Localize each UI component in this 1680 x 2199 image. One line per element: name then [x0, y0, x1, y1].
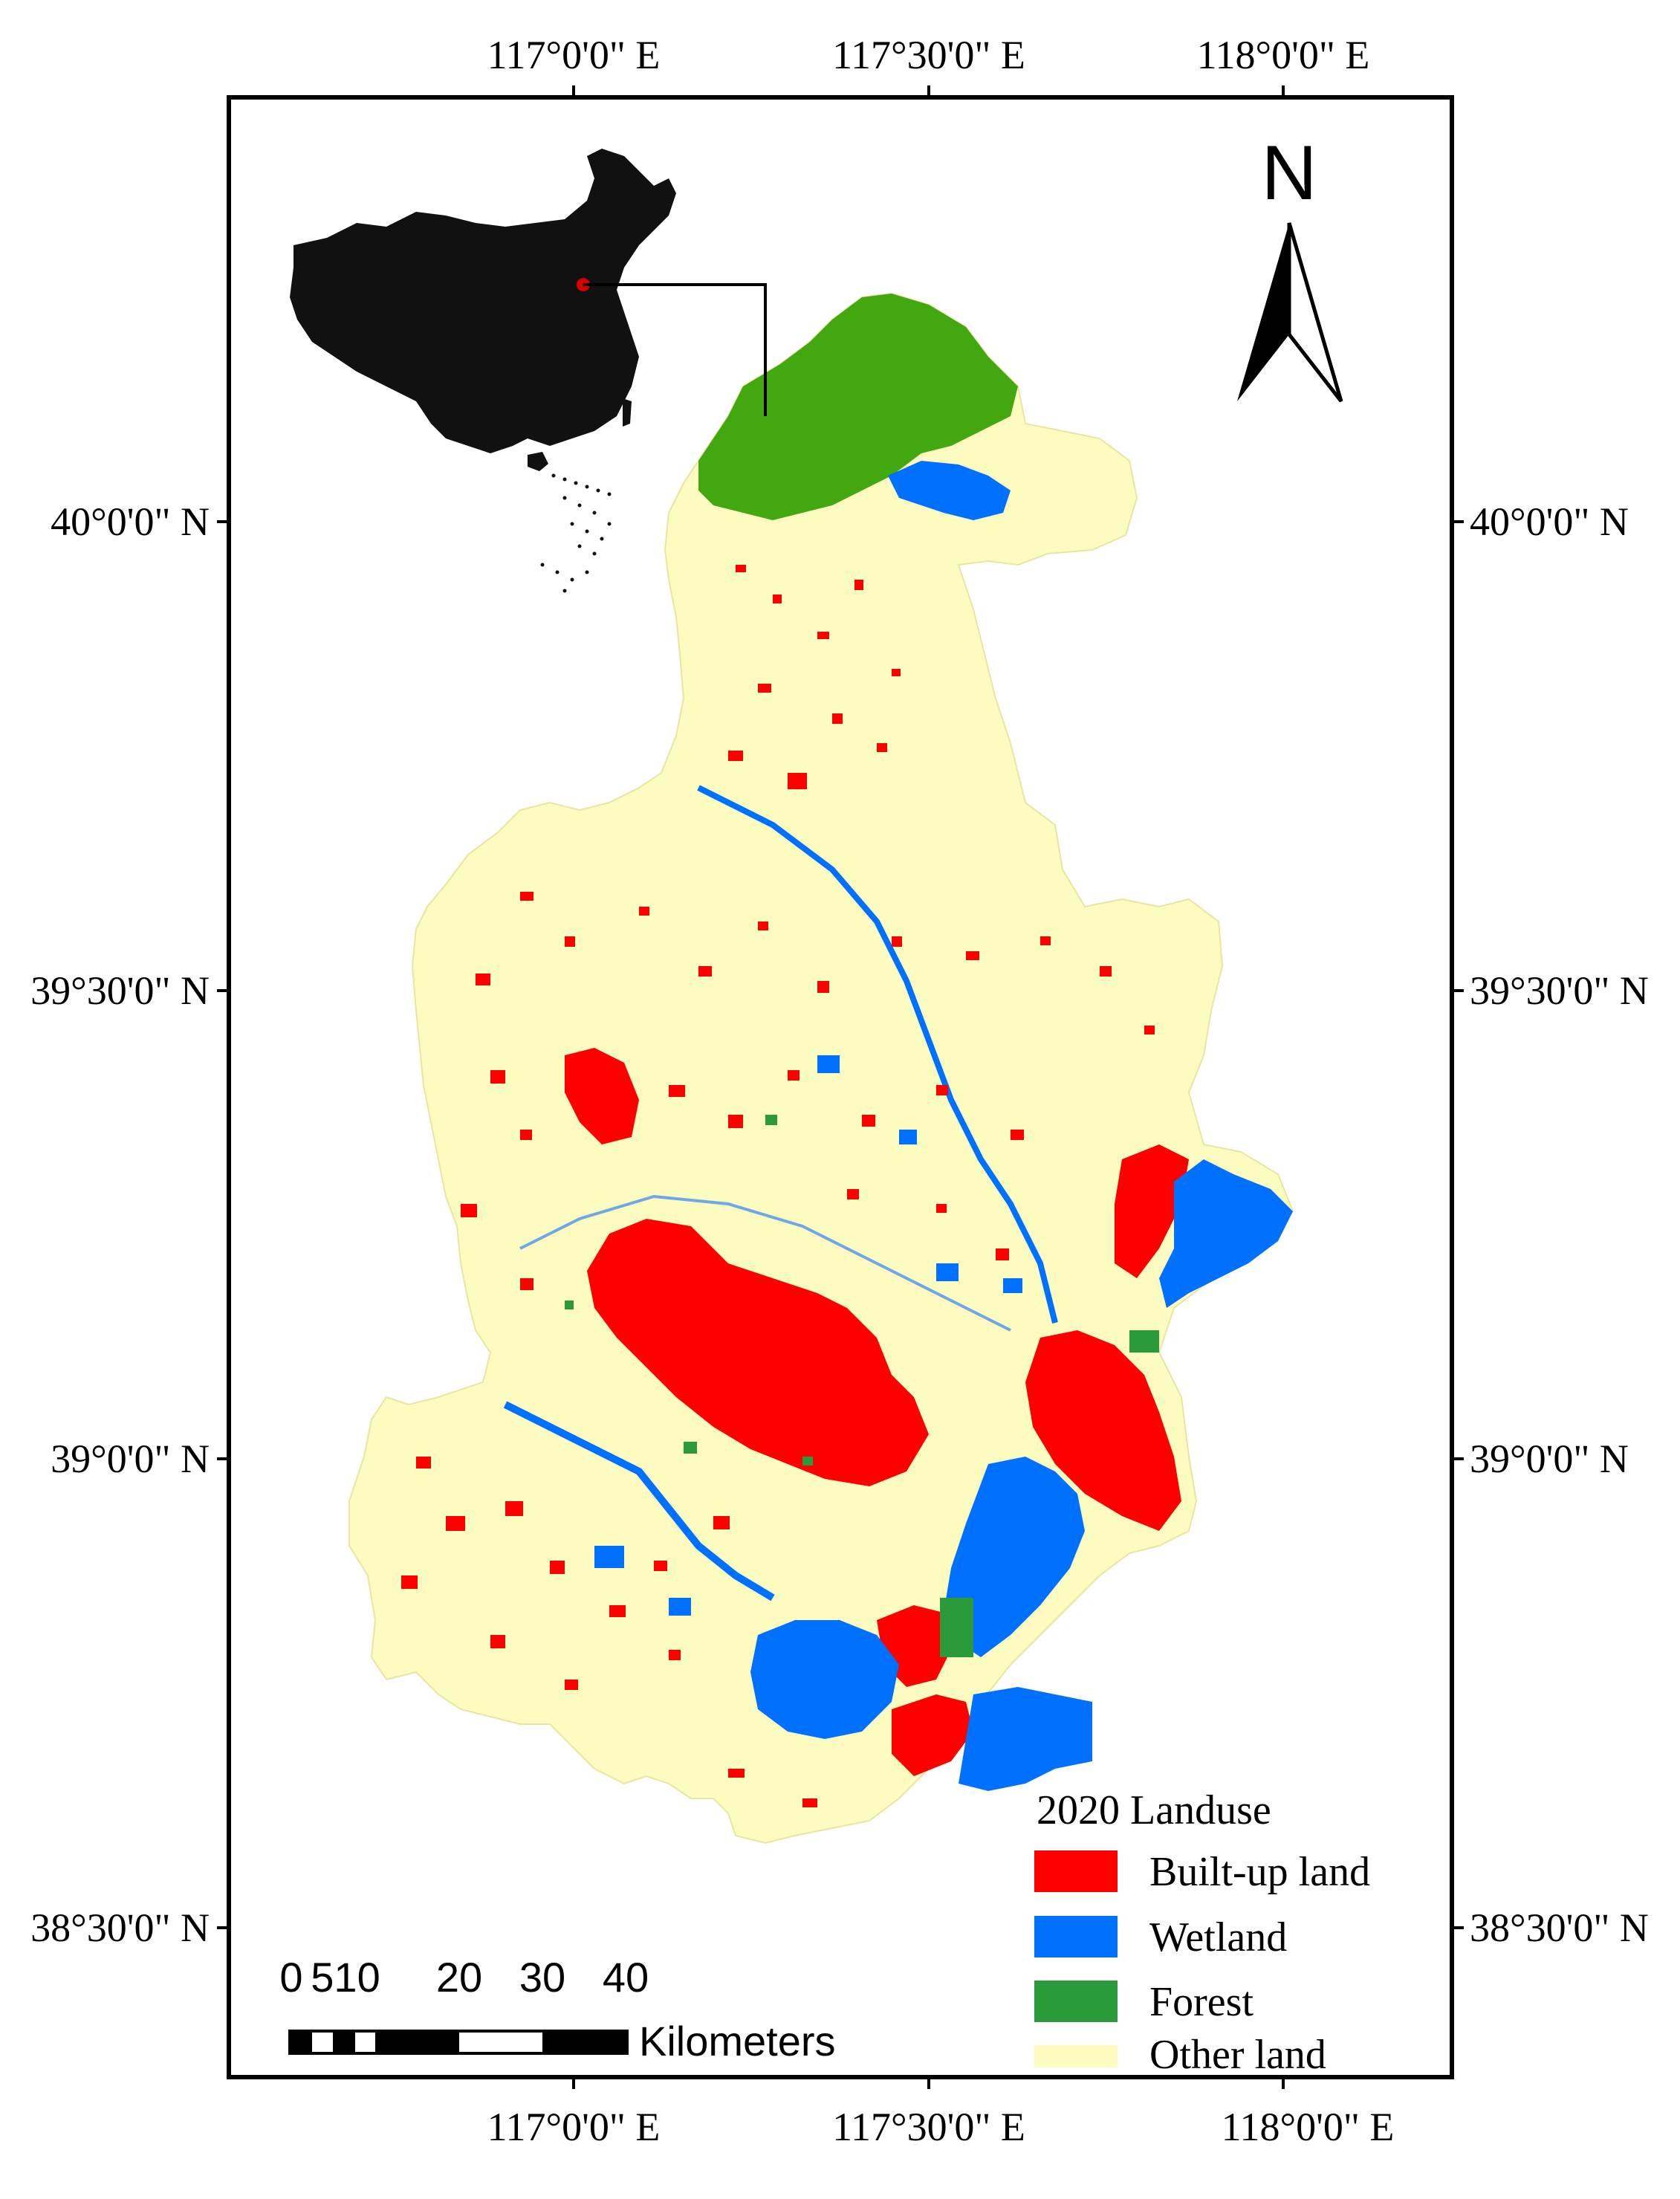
northern-forest-region: [698, 294, 1018, 520]
left-lat-axis: 40°0'0" N 39°30'0" N 39°0'0" N 38°30'0" …: [30, 499, 229, 1950]
legend-swatch-built-up: [1034, 1850, 1118, 1892]
river-central: [519, 1194, 1011, 1332]
scale-tick-40: 40: [603, 1954, 649, 2001]
scale-unit-label: Kilometers: [639, 2018, 836, 2064]
hangu-urban-area: [1115, 1144, 1189, 1278]
study-area-map: [348, 292, 1294, 1845]
scale-tick-5-10: 510: [311, 1954, 380, 2001]
right-lat-label-4: 38°30'0" N: [1470, 1905, 1649, 1950]
right-lat-axis: 40°0'0" N 39°30'0" N 39°0'0" N 38°30'0" …: [1452, 499, 1649, 1950]
scale-bar: 0 510 20 30 40 Kilometers: [279, 1954, 835, 2064]
right-lat-label-1: 40°0'0" N: [1470, 499, 1629, 544]
scattered-wetland-patches: [594, 1055, 1022, 1616]
scale-seg-3: [375, 2031, 459, 2053]
left-lat-label-3: 39°0'0" N: [51, 1437, 210, 1481]
southeast-coastal-wetland: [944, 1457, 1085, 1657]
south-port-wetland: [959, 1687, 1092, 1791]
left-lat-label-4: 38°30'0" N: [30, 1905, 210, 1950]
northeast-coastal-wetland: [1159, 1159, 1293, 1308]
bottom-lon-label-2: 117°30'0" E: [832, 2105, 1025, 2149]
south-china-sea-islands: [540, 473, 612, 593]
locator-leader-line: [583, 283, 767, 416]
coastal-forest-patch-2: [1129, 1330, 1159, 1353]
scale-seg-2: [333, 2031, 355, 2053]
legend-label-built-up: Built-up land: [1149, 1849, 1370, 1895]
right-lat-label-2: 39°30'0" N: [1470, 968, 1649, 1013]
top-lon-label-1: 117°0'0" E: [487, 33, 661, 77]
legend-swatch-forest: [1034, 1981, 1118, 2022]
top-lon-label-3: 118°0'0" E: [1197, 33, 1370, 77]
scattered-built-up-patches: [401, 565, 1155, 1807]
north-arrow-left-half: [1237, 223, 1289, 401]
legend-label-forest: Forest: [1149, 1979, 1253, 2025]
legend-label-other: Other land: [1149, 2032, 1326, 2078]
north-arrow-right-half: [1287, 222, 1343, 403]
china-silhouette: [290, 149, 676, 453]
left-lat-label-2: 39°30'0" N: [30, 968, 210, 1013]
river-north: [697, 785, 1058, 1324]
taiwan-island: [623, 398, 632, 427]
left-lat-label-1: 40°0'0" N: [51, 499, 210, 544]
bottom-lon-label-3: 118°0'0" E: [1222, 2105, 1395, 2149]
top-lon-axis: 117°0'0" E 117°30'0" E 118°0'0" E: [487, 33, 1370, 97]
coastal-forest-patch-1: [940, 1598, 973, 1657]
right-lat-label-3: 39°0'0" N: [1470, 1437, 1629, 1481]
binhai-urban-area: [1025, 1330, 1181, 1531]
river-south: [503, 1401, 775, 1602]
wuqing-urban-area: [565, 1048, 639, 1144]
scattered-forest-patches: [565, 1115, 813, 1466]
scale-seg-4: [542, 2031, 627, 2053]
north-arrow: N: [1237, 130, 1343, 403]
south-port-urban-area: [892, 1694, 973, 1776]
legend-swatch-other: [1034, 2045, 1118, 2067]
south-reservoir-wetland: [750, 1620, 899, 1739]
legend-swatch-wetland: [1034, 1916, 1118, 1957]
top-lon-label-2: 117°30'0" E: [832, 33, 1025, 77]
yuqiao-reservoir: [888, 461, 1011, 520]
north-label: N: [1261, 130, 1317, 216]
legend-label-wetland: Wetland: [1149, 1914, 1287, 1960]
central-urban-area: [587, 1219, 929, 1486]
china-locator-inset: [290, 149, 767, 593]
legend: 2020 Landuse Built-up land Wetland Fores…: [1034, 1787, 1370, 2078]
scale-seg-1: [290, 2031, 312, 2053]
bottom-lon-label-1: 117°0'0" E: [487, 2105, 661, 2149]
scale-tick-30: 30: [519, 1954, 565, 2001]
bottom-lon-axis: 117°0'0" E 117°30'0" E 118°0'0" E: [487, 2077, 1395, 2149]
hainan-island: [528, 452, 548, 471]
scale-tick-0: 0: [279, 1954, 302, 2001]
legend-title: 2020 Landuse: [1037, 1787, 1271, 1833]
scale-tick-20: 20: [436, 1954, 482, 2001]
